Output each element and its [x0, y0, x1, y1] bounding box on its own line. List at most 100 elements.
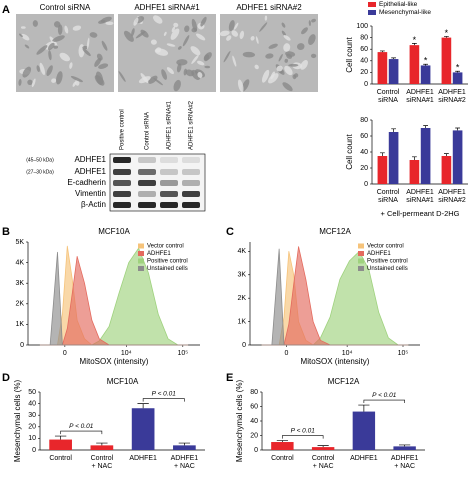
cell [163, 31, 167, 37]
cell [197, 60, 205, 66]
cell [191, 27, 198, 33]
cell [18, 79, 22, 86]
y-tick-label: 80 [250, 389, 258, 396]
annotation: * [424, 56, 428, 66]
cell [69, 62, 73, 69]
cell [48, 50, 52, 61]
cell [155, 47, 162, 53]
cell [131, 28, 135, 37]
blot-band [182, 157, 200, 163]
y-tick-label: 40 [360, 149, 368, 156]
chart-title: MCF12A [319, 227, 351, 236]
cell [233, 22, 239, 30]
cell [178, 46, 182, 50]
cell [281, 22, 286, 28]
cell [239, 30, 245, 40]
cell [59, 52, 70, 62]
blot-size-label: (27–30 kDa) [26, 169, 54, 175]
bar [173, 445, 196, 450]
y-tick-label: 40 [28, 400, 36, 407]
blot-column-label: ADHFE1 siRNA#1 [167, 100, 173, 150]
cell [118, 71, 126, 82]
cell [296, 43, 305, 51]
y-tick-label: 5K [15, 239, 24, 246]
cell [204, 65, 211, 69]
y-tick-label: 2K [15, 301, 24, 308]
cell [27, 79, 33, 86]
y-tick-label: 60 [360, 133, 368, 140]
cell [72, 81, 77, 87]
chart-title: MCF10A [107, 377, 139, 386]
cell [278, 53, 283, 62]
error-bar [178, 442, 191, 446]
x-tick-label: 10⁵ [177, 350, 188, 357]
panel-label: D [2, 372, 10, 384]
x-axis-label: MitoSOX (intensity) [80, 357, 149, 366]
annotation: P < 0.01 [372, 392, 397, 399]
cell [268, 43, 278, 49]
blot-band [113, 180, 131, 186]
cell [21, 33, 30, 41]
annotation: P < 0.01 [152, 390, 177, 397]
cell [24, 44, 30, 49]
cell [301, 27, 308, 35]
cell [22, 66, 32, 78]
cell [36, 45, 48, 55]
annotation: P < 0.01 [69, 423, 94, 430]
cell [133, 17, 139, 26]
blot-band [160, 191, 178, 197]
bar [352, 411, 376, 450]
cell [288, 63, 299, 67]
y-tick-label: 3K [237, 272, 246, 279]
bar [409, 160, 420, 184]
x-tick-label: siRNA [378, 197, 398, 204]
blot-band [113, 169, 131, 175]
cell [72, 25, 82, 31]
blot-column-label: Control siRNA [145, 112, 151, 150]
cell [282, 82, 293, 92]
image-title: ADHFE1 siRNA#1 [134, 3, 200, 12]
y-tick-label: 0 [32, 447, 36, 454]
subtitle: + Cell-permeant D-2HG [381, 209, 460, 218]
cell [310, 53, 317, 59]
cell [232, 55, 237, 67]
x-tick-label: + NAC [91, 463, 112, 470]
cell [254, 64, 259, 70]
error-bar [54, 435, 67, 440]
cell [53, 21, 61, 28]
cell [261, 69, 270, 83]
legend-swatch [138, 251, 144, 256]
bar [393, 446, 416, 450]
error-bar [391, 128, 397, 132]
blot-row-label: ADHFE1 [74, 167, 106, 176]
cell [228, 20, 235, 32]
blot-band [138, 191, 156, 197]
y-axis-label: Cell count [345, 36, 354, 72]
cell [148, 75, 158, 84]
blot-band [182, 180, 200, 186]
cell [185, 69, 195, 77]
legend-label: Positive control [147, 259, 188, 265]
y-tick-label: 20 [250, 432, 258, 439]
cell [268, 73, 279, 84]
x-tick-label: 10⁴ [342, 350, 353, 357]
annotation: * [413, 35, 417, 45]
blot-band [138, 157, 156, 163]
blot-column-label: ADHFE1 siRNA#2 [189, 100, 195, 150]
cell [153, 77, 164, 86]
bar [420, 65, 431, 84]
cell [170, 28, 180, 40]
chart-title: MCF10A [98, 227, 130, 236]
cell [98, 63, 109, 69]
cell [281, 30, 287, 37]
x-tick-label: siRNA [378, 97, 398, 104]
cell [184, 25, 190, 33]
cell [173, 22, 179, 28]
chart-title: MCF12A [328, 377, 360, 386]
panel-label: A [2, 4, 10, 16]
x-tick-label: Control [91, 455, 114, 462]
cell [171, 26, 176, 33]
significance-bracket [142, 398, 185, 402]
panel-label: E [226, 372, 233, 384]
y-tick-label: 0 [254, 447, 258, 454]
